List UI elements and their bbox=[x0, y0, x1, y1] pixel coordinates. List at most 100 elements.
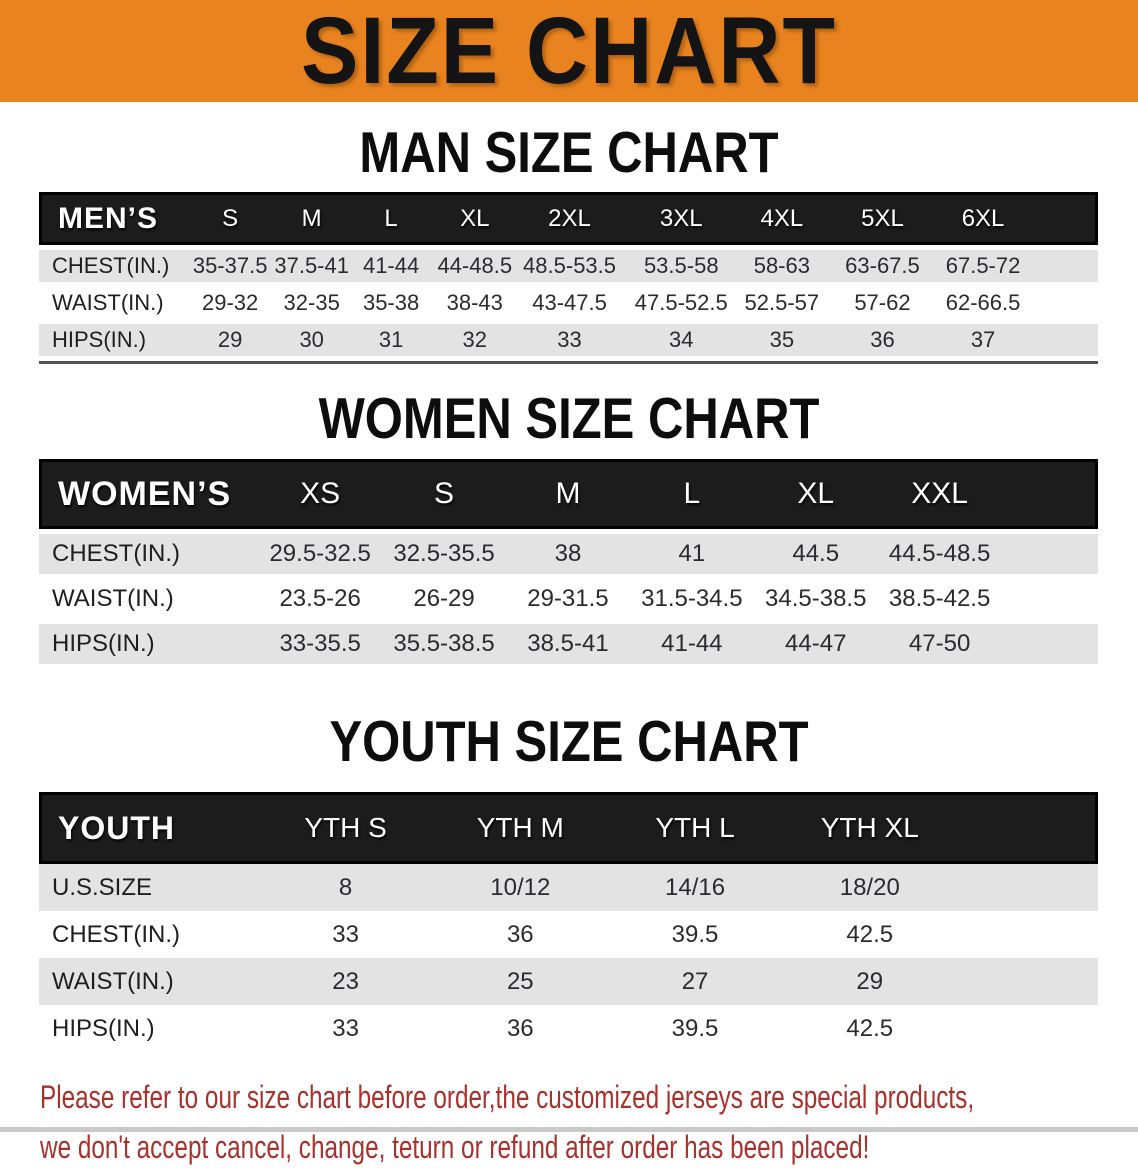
size-value: 33 bbox=[258, 1005, 433, 1052]
size-value: 53.5-58 bbox=[620, 250, 743, 282]
size-value: 44.5-48.5 bbox=[877, 534, 1002, 574]
column-header: S bbox=[382, 459, 506, 529]
column-header: L bbox=[629, 459, 754, 529]
size-value: 33 bbox=[258, 911, 433, 958]
size-value: 29-31.5 bbox=[506, 579, 630, 619]
table-row: HIPS(IN.) 29 30 31 32 33 34 35 36 37 bbox=[39, 324, 1098, 356]
spacer-cell bbox=[1022, 287, 1098, 319]
size-value: 29 bbox=[782, 958, 958, 1005]
size-value: 52.5-57 bbox=[742, 287, 822, 319]
table-corner-label: WOMEN’S bbox=[39, 459, 259, 529]
size-value: 41-44 bbox=[629, 624, 754, 664]
spacer-cell bbox=[957, 864, 1098, 911]
size-chart-banner: SIZE CHART bbox=[0, 0, 1138, 104]
column-header: XL bbox=[430, 192, 519, 245]
row-label: U.S.SIZE bbox=[39, 864, 259, 911]
column-header: 2XL bbox=[518, 192, 621, 245]
column-header: M bbox=[271, 192, 352, 245]
size-value: 18/20 bbox=[782, 864, 958, 911]
table-corner-label: YOUTH bbox=[39, 792, 259, 864]
size-value: 29.5-32.5 bbox=[258, 534, 383, 574]
size-value: 37 bbox=[943, 324, 1023, 356]
row-label: WAIST(IN.) bbox=[39, 958, 259, 1005]
size-value: 42.5 bbox=[782, 1005, 958, 1052]
size-value: 33 bbox=[518, 324, 621, 356]
men-size-table: MEN’S S M L XL 2XL 3XL 4XL 5XL 6XL CHEST(IN.) 35-37… bbox=[39, 187, 1098, 364]
women-size-table: WOMEN’S XS S M L XL XXL CHEST(IN.) 29.5-32.5 32.5… bbox=[39, 454, 1098, 669]
column-header: 6XL bbox=[943, 192, 1023, 245]
size-value: 23 bbox=[258, 958, 433, 1005]
table-header-row: WOMEN’S XS S M L XL XXL bbox=[39, 459, 1098, 529]
spacer-cell bbox=[1001, 459, 1098, 529]
size-value: 35.5-38.5 bbox=[382, 624, 506, 664]
column-header: YTH S bbox=[258, 792, 433, 864]
size-value: 39.5 bbox=[607, 911, 783, 958]
table-row: HIPS(IN.) 33 36 39.5 42.5 bbox=[39, 1005, 1098, 1052]
size-value: 38-43 bbox=[430, 287, 519, 319]
size-value: 44.5 bbox=[753, 534, 878, 574]
size-value: 36 bbox=[432, 911, 608, 958]
table-row: WAIST(IN.) 23.5-26 26-29 29-31.5 31.5-34.5 34… bbox=[39, 579, 1098, 619]
column-header: M bbox=[506, 459, 630, 529]
size-value: 34 bbox=[620, 324, 743, 356]
table-header-row: YOUTH YTH S YTH M YTH L YTH XL bbox=[39, 792, 1098, 864]
size-value: 58-63 bbox=[742, 250, 822, 282]
size-value: 44-48.5 bbox=[430, 250, 519, 282]
size-value: 25 bbox=[432, 958, 608, 1005]
column-header: XXL bbox=[877, 459, 1002, 529]
table-row: CHEST(IN.) 35-37.5 37.5-41 41-44 44-48.5 48.5… bbox=[39, 250, 1098, 282]
table-row: WAIST(IN.) 29-32 32-35 35-38 38-43 43-47.5 47.… bbox=[39, 287, 1098, 319]
size-value: 37.5-41 bbox=[271, 250, 352, 282]
row-label: CHEST(IN.) bbox=[39, 911, 259, 958]
youth-size-table: YOUTH YTH S YTH M YTH L YTH XL U.S.SIZE 8 10/12… bbox=[39, 792, 1098, 1052]
disclaimer: Please refer to our size chart before or… bbox=[40, 1072, 1138, 1172]
spacer-cell bbox=[1022, 192, 1098, 245]
spacer-cell bbox=[957, 1005, 1098, 1052]
size-value: 35 bbox=[742, 324, 822, 356]
size-value: 38.5-42.5 bbox=[877, 579, 1002, 619]
table-row: CHEST(IN.) 29.5-32.5 32.5-35.5 38 41 44.5 44.5… bbox=[39, 534, 1098, 574]
size-value: 41 bbox=[629, 534, 754, 574]
size-value: 47.5-52.5 bbox=[620, 287, 743, 319]
size-value: 43-47.5 bbox=[518, 287, 621, 319]
column-header: YTH L bbox=[607, 792, 783, 864]
disclaimer-line-1: Please refer to our size chart before or… bbox=[40, 1079, 975, 1115]
column-header: 4XL bbox=[742, 192, 822, 245]
banner-title: SIZE CHART bbox=[301, 0, 837, 104]
size-value: 30 bbox=[271, 324, 352, 356]
column-header: XS bbox=[258, 459, 383, 529]
table-corner-label: MEN’S bbox=[39, 192, 189, 245]
spacer-cell bbox=[957, 911, 1098, 958]
size-value: 57-62 bbox=[821, 287, 944, 319]
table-header-row: MEN’S S M L XL 2XL 3XL 4XL 5XL 6XL bbox=[39, 192, 1098, 245]
size-value: 34.5-38.5 bbox=[753, 579, 878, 619]
size-value: 38 bbox=[506, 534, 630, 574]
table-row: U.S.SIZE 8 10/12 14/16 18/20 bbox=[39, 864, 1098, 911]
bottom-border bbox=[0, 1127, 1138, 1132]
spacer-cell bbox=[1001, 624, 1098, 664]
spacer-cell bbox=[1001, 534, 1098, 574]
size-value: 26-29 bbox=[382, 579, 506, 619]
size-value: 29 bbox=[188, 324, 272, 356]
size-value: 32 bbox=[430, 324, 519, 356]
row-label: CHEST(IN.) bbox=[39, 534, 259, 574]
size-value: 38.5-41 bbox=[506, 624, 630, 664]
size-value: 27 bbox=[607, 958, 783, 1005]
size-value: 32-35 bbox=[271, 287, 352, 319]
size-value: 67.5-72 bbox=[943, 250, 1023, 282]
size-value: 31 bbox=[351, 324, 431, 356]
size-value: 63-67.5 bbox=[821, 250, 944, 282]
table-row: HIPS(IN.) 33-35.5 35.5-38.5 38.5-41 41-44 44-… bbox=[39, 624, 1098, 664]
size-value: 23.5-26 bbox=[258, 579, 383, 619]
spacer-cell bbox=[957, 958, 1098, 1005]
table-row: CHEST(IN.) 33 36 39.5 42.5 bbox=[39, 911, 1098, 958]
column-header: L bbox=[351, 192, 431, 245]
size-value: 10/12 bbox=[432, 864, 608, 911]
spacer-cell bbox=[1001, 579, 1098, 619]
spacer-cell bbox=[1022, 250, 1098, 282]
row-label: HIPS(IN.) bbox=[39, 1005, 259, 1052]
column-header: YTH XL bbox=[782, 792, 958, 864]
size-value: 48.5-53.5 bbox=[518, 250, 621, 282]
size-value: 36 bbox=[821, 324, 944, 356]
size-value: 32.5-35.5 bbox=[382, 534, 506, 574]
